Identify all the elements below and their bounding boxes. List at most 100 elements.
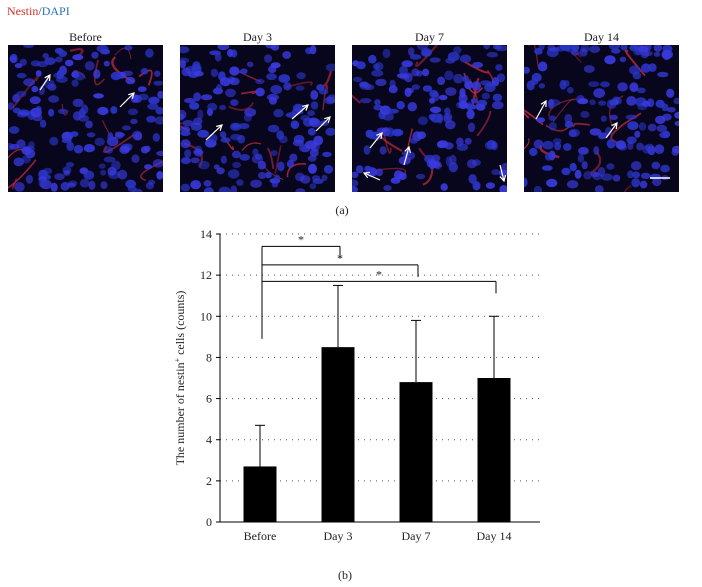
y-tick-label: 4: [206, 433, 212, 447]
dapi-nucleus: [193, 92, 201, 102]
dapi-nucleus: [594, 185, 604, 192]
dapi-nucleus: [180, 109, 187, 120]
dapi-nucleus: [180, 139, 191, 149]
dapi-nucleus: [577, 154, 585, 163]
arrow-head: [611, 121, 618, 130]
dapi-nucleus: [197, 129, 210, 138]
dapi-nucleus: [25, 174, 33, 184]
dapi-nucleus: [180, 46, 190, 54]
dapi-nucleus: [428, 113, 436, 121]
dapi-nucleus: [35, 70, 42, 77]
dapi-nucleus: [486, 51, 498, 58]
dapi-nucleus: [444, 107, 451, 116]
dapi-nucleus: [563, 143, 572, 151]
dapi-nucleus: [230, 99, 239, 106]
dapi-nucleus: [484, 82, 496, 93]
dapi-nucleus: [9, 55, 17, 62]
dapi-nucleus: [220, 137, 231, 143]
dapi-nucleus: [55, 56, 63, 63]
dapi-nucleus: [321, 174, 328, 181]
nestin-signal: [140, 160, 163, 181]
dapi-nucleus: [629, 65, 640, 75]
dapi-nucleus: [9, 143, 20, 150]
dapi-nucleus: [538, 66, 547, 72]
x-tick-label: Day 3: [324, 529, 353, 543]
significance-star: *: [298, 232, 304, 246]
dapi-nucleus: [38, 85, 45, 96]
dapi-nucleus: [673, 97, 679, 105]
dapi-nucleus: [42, 53, 49, 59]
dapi-nucleus: [640, 172, 651, 179]
bar: [477, 378, 511, 522]
dapi-nucleus: [244, 108, 257, 117]
y-tick-label: 6: [206, 392, 212, 406]
dapi-nucleus: [307, 110, 315, 117]
dapi-nucleus: [536, 117, 545, 123]
dapi-nucleus: [213, 164, 220, 170]
arrow-indicator: [499, 164, 505, 182]
dapi-nucleus: [278, 74, 290, 83]
dapi-nucleus: [524, 66, 530, 74]
dapi-nucleus: [524, 177, 528, 187]
dapi-nucleus: [13, 157, 25, 167]
arrow-indicator: [535, 100, 547, 120]
nestin-label: Nestin: [7, 4, 39, 18]
dapi-nucleus: [220, 155, 227, 164]
dapi-nucleus: [644, 143, 655, 152]
dapi-nucleus: [472, 180, 481, 191]
dapi-nucleus: [453, 46, 462, 54]
dapi-nucleus: [456, 143, 469, 151]
dapi-nucleus: [542, 140, 554, 150]
dapi-nucleus: [656, 124, 668, 132]
dapi-nucleus: [466, 159, 477, 169]
dapi-nucleus: [146, 115, 156, 123]
dapi-nucleus: [422, 68, 430, 77]
dapi-nucleus: [39, 119, 47, 128]
dapi-nucleus: [138, 93, 149, 101]
dapi-nucleus: [194, 148, 203, 157]
arrow-indicator: [369, 132, 383, 149]
dapi-nucleus: [236, 179, 244, 186]
x-tick-label: Before: [244, 529, 277, 543]
arrow-head: [216, 124, 223, 131]
dapi-nucleus: [642, 100, 651, 107]
dapi-nucleus: [653, 45, 662, 52]
micrograph-day3: [180, 45, 335, 192]
dapi-nucleus: [154, 70, 161, 77]
dapi-nucleus: [137, 86, 147, 92]
dapi-nucleus: [73, 144, 84, 154]
dapi-nucleus: [140, 68, 149, 75]
dapi-nucleus: [649, 173, 662, 180]
dapi-nucleus: [309, 118, 321, 128]
dapi-nucleus: [647, 123, 657, 132]
dapi-nucleus: [389, 79, 396, 89]
dapi-nucleus: [589, 45, 601, 53]
dapi-nucleus: [107, 132, 114, 142]
nestin-signal: [624, 185, 632, 192]
dapi-nucleus: [157, 90, 163, 99]
dapi-nucleus: [564, 121, 574, 128]
dapi-nucleus: [180, 183, 191, 192]
dapi-nucleus: [609, 114, 618, 121]
dapi-nucleus: [420, 47, 432, 57]
dapi-nucleus: [655, 115, 666, 125]
dapi-nucleus: [255, 78, 265, 85]
panel-title-before: Before: [69, 30, 102, 44]
dapi-nucleus: [626, 96, 637, 106]
dapi-nucleus: [132, 188, 143, 192]
y-tick-label: 14: [200, 227, 212, 241]
dapi-nucleus: [110, 71, 122, 81]
arrow-head: [44, 73, 51, 82]
dapi-nucleus: [270, 62, 281, 69]
dapi-nucleus: [50, 182, 58, 192]
dapi-nucleus: [359, 82, 371, 90]
dapi-nucleus: [104, 146, 113, 154]
dapi-nucleus: [641, 63, 651, 73]
dapi-nucleus: [493, 45, 500, 50]
dapi-nucleus: [64, 59, 74, 67]
dapi-nucleus: [252, 148, 259, 157]
dapi-nucleus: [229, 66, 240, 76]
dapi-nucleus: [300, 175, 311, 184]
dapi-nucleus: [53, 72, 63, 79]
dapi-nucleus: [495, 64, 503, 71]
